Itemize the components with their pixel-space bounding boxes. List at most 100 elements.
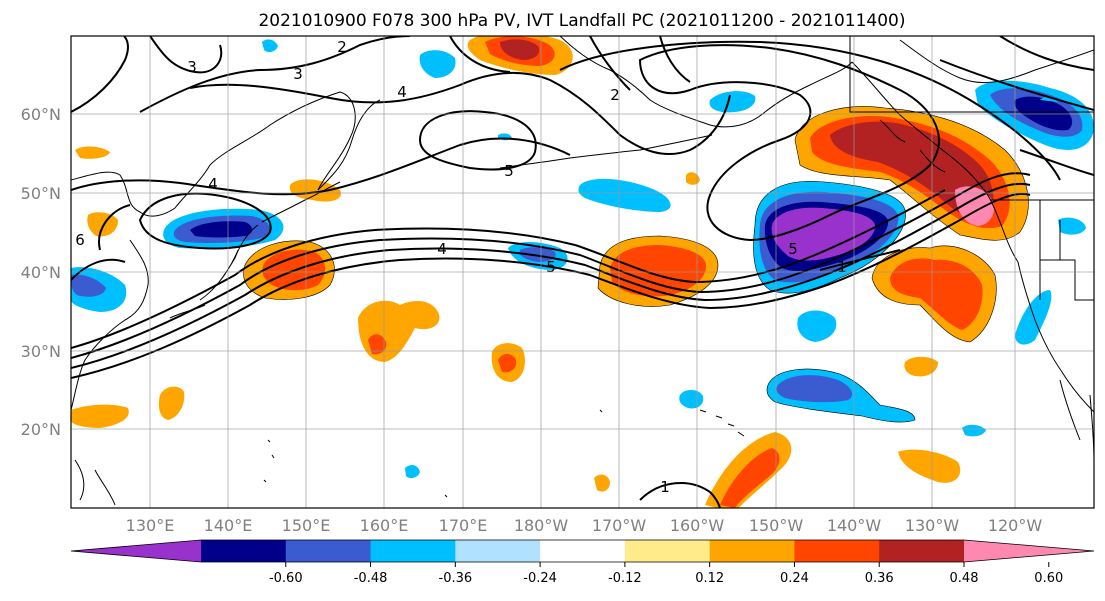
colorbar-extend-max [964,540,1094,562]
colorbar-tick-label: -0.48 [354,571,388,586]
coast-northeast [899,39,1094,84]
lat-label: 50°N [21,184,61,203]
anomaly-outlines [243,106,1029,423]
contour-label: 1 [660,478,670,496]
pv-contour-1-east [819,249,901,271]
colorbar-tick-label: -0.36 [439,571,473,586]
contour-label: 2 [610,86,620,104]
colorbar-extend-min [71,540,201,562]
coast-kurils [261,181,341,223]
positive-anomaly-small-7 [898,449,961,483]
pv-contour-5-loop [638,44,940,242]
lat-label: 40°N [21,263,61,282]
pv-contour-alaska-1 [589,36,691,91]
colorbar-tick-label: 0.36 [865,571,894,586]
colorbar-tick-label: 0.60 [1034,571,1063,586]
lon-label: 160°E [360,516,409,535]
negative-anomaly-north-180 [419,50,456,78]
border-canada [849,36,1094,113]
pv-contour-4-north [189,71,731,155]
negative-anomaly-alaska [709,91,756,113]
colorbar-tick-label: 0.48 [950,571,979,586]
coast-bc [851,61,1019,263]
coast-alaska [559,36,853,128]
pv-contour-west-2 [71,204,131,281]
lat-label: 30°N [21,342,61,361]
contour-label: 4 [397,83,407,101]
contour-label: 2 [337,38,347,56]
colorbar-tick-label: 0.24 [780,571,809,586]
lon-label: 130°W [905,516,960,535]
positive-anomaly-small-9 [686,172,700,185]
lon-label: 140°W [827,516,882,535]
longitude-labels: 130°E 140°E 150°E 160°E 170°E 180°W 170°… [126,516,1043,535]
coast-islands [263,409,603,498]
coastlines [71,36,1094,506]
colorbar-segments [70,539,1095,563]
colorbar-segment [709,540,795,562]
pv-contour-north-180 [449,36,511,73]
colorbar-segment [455,540,541,562]
colorbar-segment [624,540,711,562]
contour-label: 5 [546,258,556,276]
colorbar-outline [70,539,1095,563]
contour-label-group: 3 4 4 4 5 5 5 1 1 2 2 3 6 [75,38,847,496]
positive-anomaly-small-6 [904,356,938,377]
lon-label: 150°E [282,516,331,535]
coast-kamchatka [317,99,381,191]
contour-label: 4 [437,240,447,258]
coast-asia [71,91,356,217]
pv-contour-nw-2 [149,36,223,74]
lon-label: 130°E [126,516,175,535]
colorbar-segment [370,540,456,562]
pv-contour-1-south [639,482,721,508]
pv-contour-west-loop [138,192,272,250]
map-frame [70,35,1095,509]
map-panel: 3 4 4 4 5 5 5 1 1 2 2 3 6 [71,36,1094,508]
border-states [1039,200,1094,301]
lon-label: 170°W [592,516,647,535]
coast-aleutians [499,134,713,169]
positive-anomaly-small-2 [71,404,129,428]
contour-label: 1 [837,258,847,276]
colorbar-segment [201,540,287,562]
colorbar-segment [540,540,626,562]
lat-label: 60°N [21,105,61,124]
pv-contour-jet-1 [71,172,1031,359]
pv-contour-outer [559,40,1061,181]
pv-contour-jet-2 [71,182,1031,369]
coast-taiwan [74,459,116,506]
pv-contour-4-west [71,137,571,196]
contour-label: 5 [504,162,514,180]
colorbar-tick-label: 0.12 [695,571,724,586]
positive-anomaly-small-4 [75,146,110,159]
colorbar-tick-label: -0.24 [523,571,557,586]
positive-anomaly-small-8 [594,474,610,492]
negative-anomaly-150w-35n [797,310,837,342]
pv-contour-nw [71,36,129,113]
colorbar-tick-label: -0.12 [608,571,642,586]
lon-label: 160°W [670,516,725,535]
lon-label: 140°E [204,516,253,535]
coast-korea [71,239,149,411]
contour-label: 3 [293,65,303,83]
negative-anomaly-aleutian [578,178,671,212]
colorbar-segment [794,540,880,562]
positive-anomaly-small-1 [158,386,185,420]
pv-contour-4-ring [418,110,537,171]
colorbar-segment [879,540,965,562]
positive-anomaly-small-3 [289,179,341,202]
latitude-labels: 60°N 50°N 40°N 30°N 20°N [21,105,61,439]
colorbar: -0.60 -0.48 -0.36 -0.24 -0.12 0.12 0.24 0.36 0.4… [70,539,1095,586]
positive-anomaly-gulf-of-alaska-max [830,121,994,219]
lon-label: 180°W [514,516,569,535]
pv-contour-jet-4 [71,189,946,349]
colorbar-tick-label: -0.60 [269,571,303,586]
pv-contour-ne-2 [1019,149,1094,176]
negative-anomaly-coast-2 [1058,217,1086,235]
contour-label: 5 [788,240,798,258]
negative-anomaly-coast [1015,290,1052,345]
coast-uswest [1017,261,1094,413]
lon-label: 150°W [749,516,804,535]
lat-label: 20°N [21,420,61,439]
